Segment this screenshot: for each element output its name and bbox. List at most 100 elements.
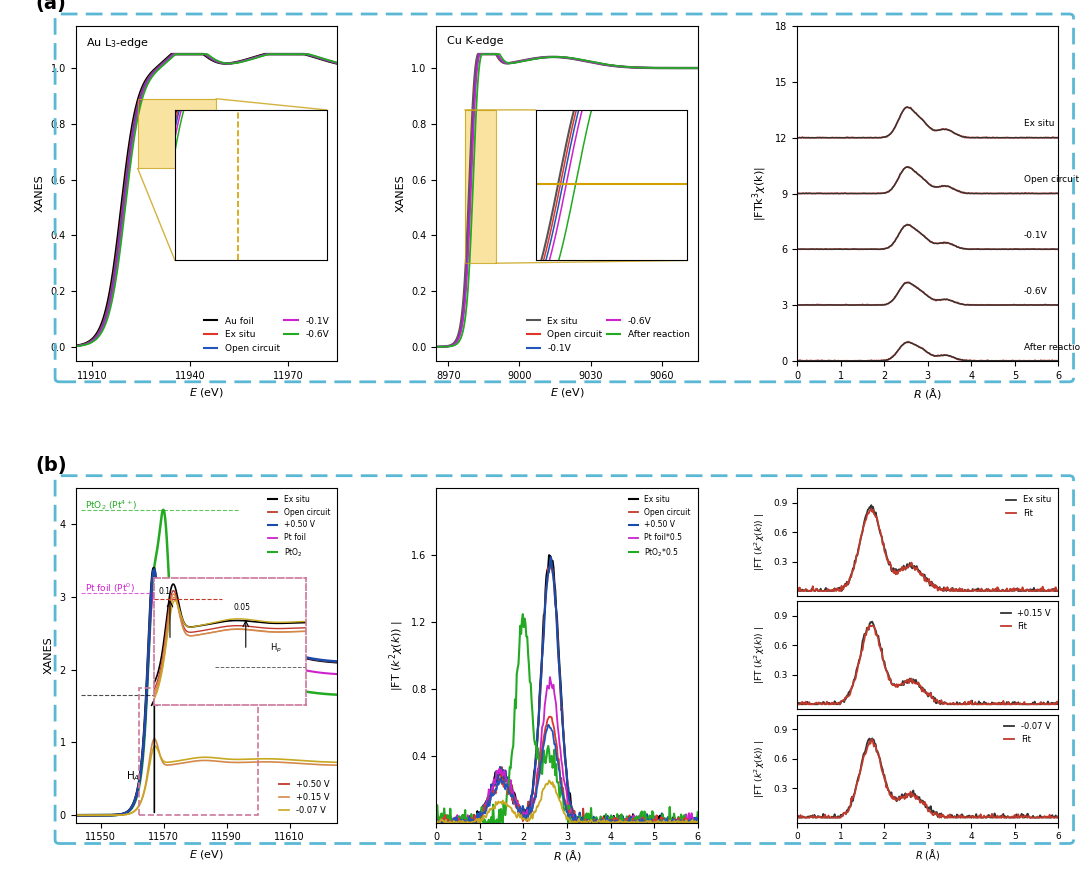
X-axis label: $E$ (eV): $E$ (eV) — [189, 848, 224, 861]
Ex situ — [330, 657, 343, 668]
Open circuit — [167, 49, 180, 60]
Ex situ — [147, 563, 160, 573]
-0.1V — [325, 56, 338, 66]
X-axis label: $R$ (Å): $R$ (Å) — [914, 386, 942, 401]
Au foil — [69, 340, 82, 351]
Line: Ex situ: Ex situ — [436, 54, 698, 346]
PtO$_2$*0.5 — [691, 807, 704, 817]
Pt foil*0.5 — [543, 672, 556, 682]
+0.15 V — [652, 817, 665, 828]
-0.6V — [584, 57, 597, 67]
+0.50 V — [244, 647, 257, 657]
Au foil — [330, 58, 343, 68]
+0.15 V — [430, 813, 443, 823]
Open circuit — [591, 815, 604, 825]
-0.1V — [284, 49, 297, 60]
+0.50 V — [430, 811, 443, 822]
Open circuit — [584, 57, 597, 67]
Ex situ — [947, 585, 960, 596]
Open circuit — [244, 648, 257, 658]
Line: PtO$_2$*0.5: PtO$_2$*0.5 — [436, 614, 698, 822]
Pt foil — [69, 810, 82, 821]
Open circuit — [651, 816, 664, 827]
Ex situ — [586, 817, 599, 828]
Text: After reaction: After reaction — [1024, 342, 1080, 352]
PtO$_2$*0.5 — [652, 815, 665, 825]
-0.1V — [211, 56, 224, 66]
PtO$_2$*0.5 — [592, 817, 605, 828]
+0.15 V — [224, 757, 237, 767]
Open circuit — [193, 49, 206, 60]
Text: Open circuit: Open circuit — [1024, 175, 1079, 185]
Text: (a): (a) — [36, 0, 67, 13]
Legend: -0.07 V, Fit: -0.07 V, Fit — [1001, 718, 1054, 747]
Line: +0.50 V: +0.50 V — [436, 717, 698, 822]
-0.07 V — [188, 752, 201, 763]
Text: Au L$_3$-edge: Au L$_3$-edge — [86, 36, 149, 50]
-0.6V — [430, 341, 443, 352]
-0.07 V — [136, 792, 149, 802]
+0.15 V — [1052, 699, 1065, 710]
Line: Ex situ: Ex situ — [76, 54, 337, 346]
Ex situ — [430, 812, 443, 822]
Ex situ — [267, 648, 280, 658]
Text: Pt foil (Pt$^0$): Pt foil (Pt$^0$) — [85, 582, 135, 595]
Open circuit — [224, 648, 237, 658]
PtO$_2$ — [330, 690, 343, 700]
-0.1V — [605, 60, 618, 71]
-0.1V — [226, 58, 239, 68]
Bar — [138, 688, 258, 816]
PtO$_2$ — [244, 682, 257, 693]
Text: Cu K-edge: Cu K-edge — [447, 36, 503, 46]
-0.07 V — [951, 812, 964, 822]
-0.07 V — [652, 816, 665, 826]
+0.50 V — [588, 811, 600, 822]
Open circuit — [188, 644, 201, 654]
-0.6V — [226, 59, 239, 69]
Text: (b): (b) — [36, 456, 67, 475]
Ex situ — [691, 816, 704, 826]
Open circuit — [586, 814, 599, 824]
Fit — [793, 585, 806, 596]
+0.50 V — [136, 748, 149, 759]
Open circuit — [431, 817, 444, 828]
PtO$_2$ — [224, 684, 237, 695]
Ex situ — [136, 745, 149, 755]
Open circuit — [543, 559, 556, 570]
PtO$_2$*0.5 — [588, 816, 600, 826]
Pt foil*0.5 — [430, 817, 443, 828]
Open circuit — [211, 57, 224, 67]
Line: +0.50 V: +0.50 V — [436, 557, 698, 822]
+0.50 V — [430, 817, 443, 828]
Open circuit — [284, 49, 297, 60]
Line: -0.07 V: -0.07 V — [76, 746, 337, 816]
-0.07 V — [432, 817, 445, 828]
+0.50 V — [651, 817, 664, 828]
Text: -0.6V: -0.6V — [1024, 287, 1048, 296]
Open circuit — [476, 49, 489, 60]
Ex situ — [69, 810, 82, 821]
Ex situ — [69, 340, 82, 351]
Au foil — [211, 57, 224, 67]
-0.6V — [476, 49, 489, 60]
Open circuit — [667, 817, 680, 828]
Line: -0.1V: -0.1V — [76, 54, 337, 346]
Fit — [953, 585, 966, 596]
Ex situ — [330, 58, 343, 68]
After reaction — [584, 56, 597, 66]
-0.07 V — [866, 733, 879, 744]
+0.50 V — [669, 816, 681, 826]
Line: Fit: Fit — [797, 509, 1058, 591]
-0.07 V — [691, 816, 704, 827]
Pt foil*0.5 — [592, 817, 605, 828]
Ex situ — [188, 644, 201, 654]
Ex situ — [549, 52, 562, 62]
+0.15 V — [588, 817, 600, 828]
Pt foil — [147, 588, 160, 598]
Fit — [948, 812, 961, 822]
+0.50 V — [543, 711, 556, 722]
Pt foil — [244, 660, 257, 670]
Text: -0.1V: -0.1V — [1024, 231, 1048, 240]
-0.1V — [549, 52, 562, 62]
+0.15 V — [431, 817, 444, 828]
